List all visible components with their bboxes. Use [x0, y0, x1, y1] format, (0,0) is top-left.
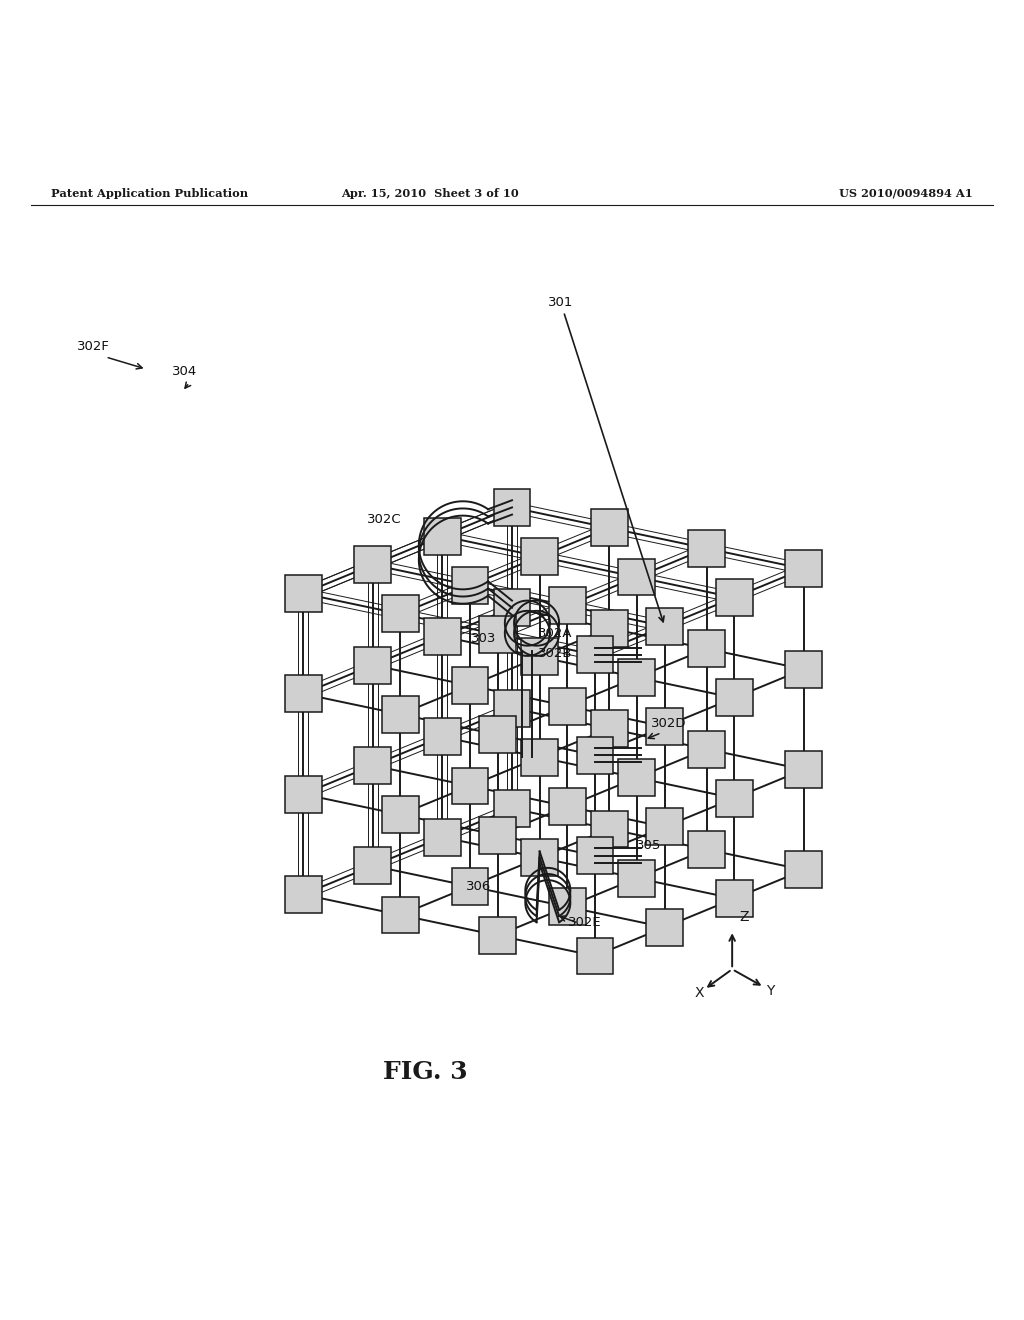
Bar [716, 780, 753, 817]
Bar [785, 651, 822, 688]
Bar [618, 659, 655, 696]
Bar [285, 876, 322, 913]
Text: US 2010/0094894 A1: US 2010/0094894 A1 [839, 187, 973, 198]
Bar [688, 832, 725, 867]
Bar [521, 840, 558, 876]
Bar [716, 680, 753, 717]
Bar [577, 636, 613, 673]
Bar [591, 610, 628, 647]
Text: 302A: 302A [538, 627, 572, 640]
Bar [354, 647, 391, 684]
Bar [285, 676, 322, 713]
Bar [479, 616, 516, 653]
Text: 305: 305 [636, 838, 662, 851]
Bar [618, 558, 655, 595]
Bar [424, 818, 461, 855]
Bar [452, 767, 488, 804]
Bar [382, 896, 419, 933]
Bar [494, 589, 530, 626]
Text: 302C: 302C [367, 513, 401, 525]
Bar [785, 851, 822, 888]
Text: 304: 304 [172, 366, 198, 379]
Bar [479, 717, 516, 754]
Bar [549, 788, 586, 825]
Bar [479, 817, 516, 854]
Bar [549, 688, 586, 725]
Text: Patent Application Publication: Patent Application Publication [51, 187, 249, 198]
Text: 301: 301 [548, 296, 664, 622]
Bar [646, 808, 683, 845]
Text: Apr. 15, 2010  Sheet 3 of 10: Apr. 15, 2010 Sheet 3 of 10 [341, 187, 519, 198]
Bar [521, 739, 558, 776]
Bar [591, 510, 628, 546]
Bar [785, 550, 822, 587]
Bar [285, 576, 322, 612]
Bar [424, 718, 461, 755]
Bar [424, 517, 461, 554]
Text: 303: 303 [471, 632, 497, 645]
Bar [494, 488, 530, 525]
Text: Z: Z [739, 911, 750, 924]
Bar [494, 791, 530, 826]
Text: FIG. 3: FIG. 3 [383, 1060, 467, 1084]
Text: Y: Y [766, 983, 774, 998]
Bar [452, 667, 488, 704]
Bar [716, 579, 753, 616]
Bar [646, 607, 683, 644]
Text: 302F: 302F [77, 339, 110, 352]
Bar [354, 546, 391, 583]
Bar [549, 888, 586, 925]
Bar [549, 587, 586, 624]
Text: 302B: 302B [538, 647, 572, 660]
Bar [646, 909, 683, 945]
Bar [354, 747, 391, 784]
Bar [591, 810, 628, 847]
Bar [494, 689, 530, 726]
Bar [382, 796, 419, 833]
Text: X: X [694, 986, 703, 1001]
Bar [646, 708, 683, 744]
Bar [452, 867, 488, 904]
Bar [577, 737, 613, 774]
Text: 302E: 302E [568, 916, 602, 929]
Bar [785, 751, 822, 788]
Bar [591, 710, 628, 747]
Bar [618, 859, 655, 896]
Bar [382, 595, 419, 632]
Bar [577, 937, 613, 974]
Bar [521, 639, 558, 676]
Bar [716, 880, 753, 917]
Bar [382, 696, 419, 733]
Bar [354, 847, 391, 884]
Bar [521, 539, 558, 576]
Text: 302D: 302D [651, 717, 687, 730]
Bar [452, 566, 488, 603]
Bar [688, 731, 725, 767]
Bar [618, 759, 655, 796]
Text: 306: 306 [466, 880, 492, 892]
Bar [424, 618, 461, 655]
Bar [285, 776, 322, 813]
Bar [688, 529, 725, 566]
Bar [688, 631, 725, 667]
Bar [479, 917, 516, 954]
Bar [577, 837, 613, 874]
